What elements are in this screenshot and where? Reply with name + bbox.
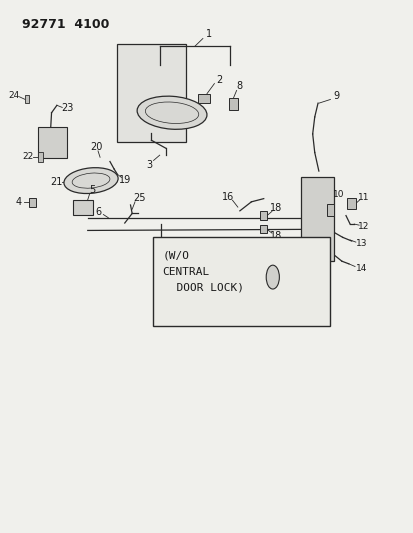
Text: 21: 21 xyxy=(51,176,63,187)
Text: 24: 24 xyxy=(8,91,19,100)
Bar xyxy=(346,198,355,209)
Text: 12: 12 xyxy=(358,222,369,231)
Ellipse shape xyxy=(137,96,206,130)
Bar xyxy=(197,245,209,262)
Text: 11: 11 xyxy=(358,193,369,202)
Text: 18: 18 xyxy=(269,231,282,241)
Text: 26: 26 xyxy=(278,261,290,270)
Text: 3: 3 xyxy=(146,160,152,169)
Text: 5: 5 xyxy=(89,185,95,195)
Text: 23: 23 xyxy=(61,103,73,114)
Text: 15: 15 xyxy=(279,248,292,258)
Text: 16: 16 xyxy=(222,191,234,201)
Text: 1: 1 xyxy=(206,29,211,39)
Text: 92771  4100: 92771 4100 xyxy=(22,18,109,31)
Text: 18: 18 xyxy=(269,203,282,213)
Text: DOOR LOCK): DOOR LOCK) xyxy=(162,282,243,293)
Text: 10: 10 xyxy=(332,190,344,199)
Bar xyxy=(300,177,334,261)
Bar xyxy=(260,224,266,233)
Ellipse shape xyxy=(64,168,118,193)
Text: 22: 22 xyxy=(22,152,33,161)
Text: 2: 2 xyxy=(216,75,222,85)
Bar xyxy=(38,127,67,158)
Text: 13: 13 xyxy=(355,239,366,248)
Text: (W/O: (W/O xyxy=(162,251,189,261)
Bar xyxy=(327,204,333,216)
Bar xyxy=(38,152,43,161)
Bar xyxy=(260,212,266,220)
Text: 9: 9 xyxy=(332,91,339,101)
Bar xyxy=(29,198,36,207)
Text: 14: 14 xyxy=(355,264,366,273)
Bar xyxy=(73,200,93,215)
Bar xyxy=(116,44,186,142)
Text: CENTRAL: CENTRAL xyxy=(162,267,209,277)
Text: 8: 8 xyxy=(236,81,242,91)
Text: 4: 4 xyxy=(16,197,21,207)
Bar xyxy=(152,237,329,326)
Text: 7: 7 xyxy=(200,267,206,277)
Text: 6: 6 xyxy=(95,207,101,217)
Bar xyxy=(228,99,237,110)
Bar xyxy=(25,95,29,103)
Text: 25: 25 xyxy=(133,192,145,203)
Text: 17: 17 xyxy=(159,263,172,272)
Ellipse shape xyxy=(266,265,279,289)
Text: 19: 19 xyxy=(119,175,131,185)
Bar xyxy=(197,94,210,103)
Text: 20: 20 xyxy=(90,142,102,152)
